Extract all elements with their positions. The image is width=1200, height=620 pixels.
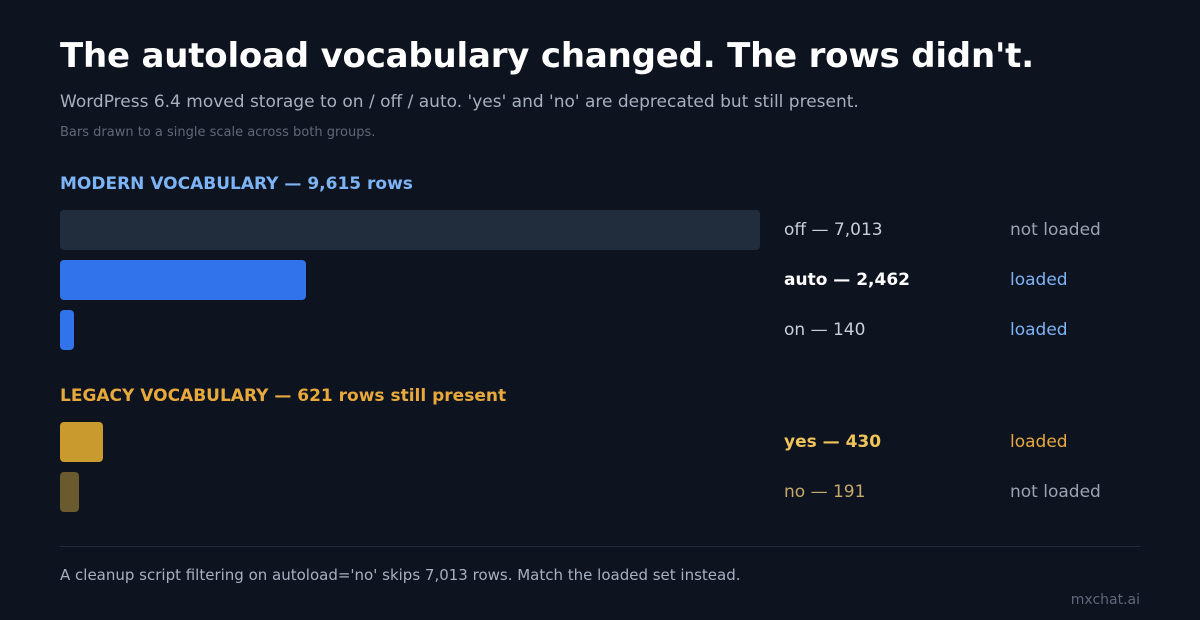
bar-on	[60, 310, 74, 350]
bar-status-no: not loaded	[1010, 482, 1101, 502]
brand-label: mxchat.ai	[1070, 592, 1140, 608]
footer-note: A cleanup script filtering on autoload='…	[60, 566, 741, 584]
group-label-legacy: LEGACY VOCABULARY — 621 rows still prese…	[60, 386, 507, 406]
bar-status-auto: loaded	[1010, 270, 1068, 290]
bar-status-yes: loaded	[1010, 432, 1068, 452]
bar-status-off: not loaded	[1010, 220, 1101, 240]
bar-label-auto: auto — 2,462	[784, 270, 910, 290]
bar-label-yes: yes — 430	[784, 432, 882, 452]
bar-status-on: loaded	[1010, 320, 1068, 340]
bar-label-on: on — 140	[784, 320, 866, 340]
bar-yes	[60, 422, 103, 462]
bar-auto	[60, 260, 306, 300]
bar-off	[60, 210, 760, 250]
scale-note: Bars drawn to a single scale across both…	[60, 125, 376, 140]
footer-divider	[60, 546, 1140, 547]
bar-no	[60, 472, 79, 512]
chart-title: The autoload vocabulary changed. The row…	[60, 36, 1034, 76]
bar-label-off: off — 7,013	[784, 220, 883, 240]
group-label-modern: MODERN VOCABULARY — 9,615 rows	[60, 174, 413, 194]
bar-label-no: no — 191	[784, 482, 866, 502]
chart-subtitle: WordPress 6.4 moved storage to on / off …	[60, 92, 859, 112]
